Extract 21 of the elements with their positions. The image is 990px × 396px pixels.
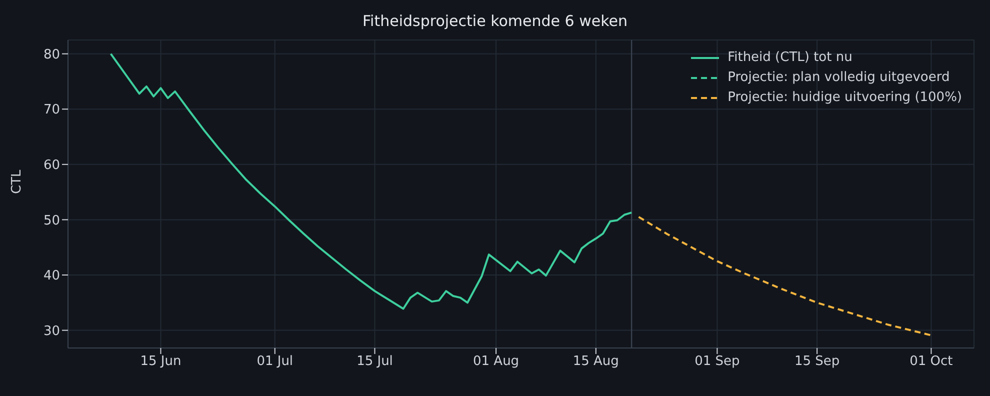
line-series bbox=[110, 52, 633, 310]
legend-label: Projectie: plan volledig uitgevoerd bbox=[728, 69, 950, 87]
y-axis-title: CTL bbox=[10, 168, 25, 194]
y-tick-label: 50 bbox=[43, 213, 60, 228]
x-tick-label: 15 Jun bbox=[140, 354, 182, 370]
line-series bbox=[638, 216, 932, 336]
y-tick-label: 40 bbox=[43, 268, 60, 284]
x-tick-label: 01 Jul bbox=[256, 354, 294, 370]
y-tick-label: 60 bbox=[43, 158, 60, 174]
legend-label: Fitheid (CTL) tot nu bbox=[728, 49, 852, 67]
x-tick-label: 01 Sep bbox=[694, 354, 740, 370]
x-tick-label: 15 Jul bbox=[356, 354, 393, 370]
x-tick-label: 01 Aug bbox=[473, 354, 520, 370]
legend-label: Projectie: huidige uitvoering (100%) bbox=[728, 89, 962, 107]
x-tick-label: 15 Aug bbox=[572, 354, 619, 370]
x-tick-label: 01 Oct bbox=[910, 354, 953, 370]
chart-title: Fitheidsprojectie komende 6 weken bbox=[362, 12, 628, 30]
x-tick-label: 15 Sep bbox=[794, 354, 840, 370]
y-tick-label: 30 bbox=[43, 324, 60, 339]
y-tick-label: 70 bbox=[43, 102, 60, 118]
y-tick-label: 80 bbox=[43, 47, 60, 62]
